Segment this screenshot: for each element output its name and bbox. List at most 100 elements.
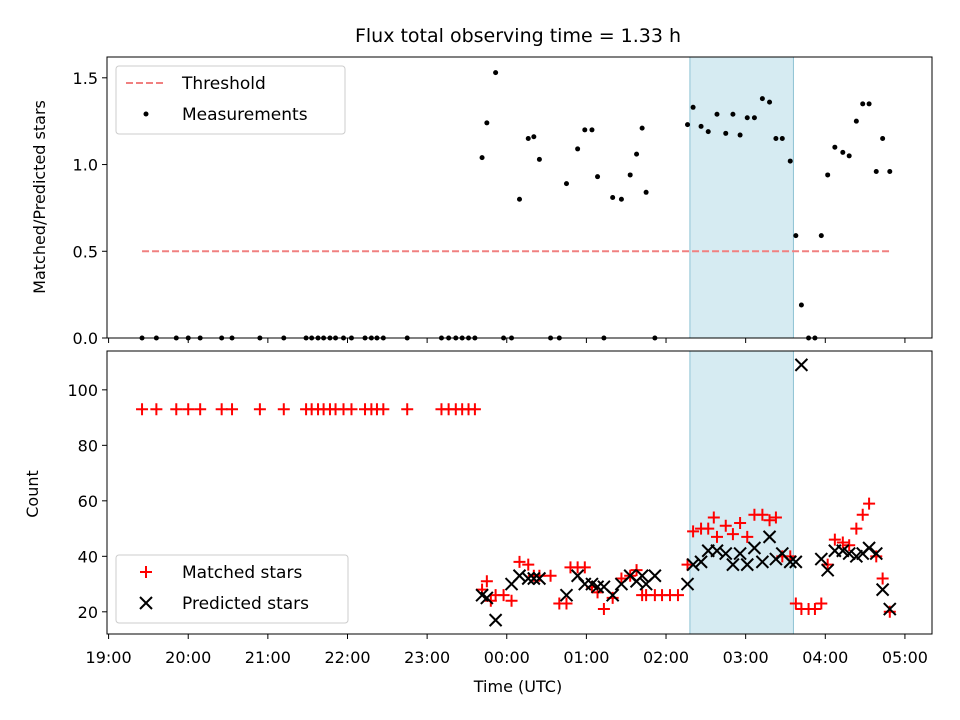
top-measurements-point <box>698 123 704 129</box>
bottom-predicted-stars-point <box>755 555 770 569</box>
bottom-matched-stars-point <box>597 603 610 616</box>
bottom-predicted-stars-point <box>480 591 494 605</box>
top-measurements-point <box>563 181 569 187</box>
top-legend: Threshold Measurements <box>115 65 346 135</box>
bottom-y-tick-label: 20 <box>78 603 98 622</box>
top-y-tick-label: 1.0 <box>73 156 98 175</box>
top-measurements-point <box>853 118 859 124</box>
bottom-y-axis-label: Count <box>23 470 42 518</box>
bottom-predicted-stars-point <box>726 557 740 572</box>
bottom-highlight-span <box>689 350 794 635</box>
bottom-matched-stars-point <box>505 594 518 607</box>
bottom-matched-stars-point <box>277 403 290 416</box>
top-measurements-point <box>627 172 633 178</box>
bottom-matched-stars-point <box>480 575 493 588</box>
bottom-predicted-stars-point <box>794 358 809 372</box>
top-measurements-point <box>866 101 872 107</box>
bottom-predicted-stars-point <box>648 569 662 583</box>
top-measurements-point <box>773 136 779 142</box>
top-measurements-point <box>536 156 542 162</box>
bottom-predicted-stars-point <box>635 569 649 583</box>
top-measurements-point <box>714 111 720 117</box>
bottom-predicted-stars-point <box>740 557 754 572</box>
bottom-predicted-stars-point <box>710 544 724 558</box>
top-legend-measurements-label: Measurements <box>182 105 308 125</box>
bottom-predicted-stars-point <box>694 555 708 569</box>
bottom-legend-predicted-label: Predicted stars <box>182 594 309 614</box>
top-measurements-point <box>798 302 804 308</box>
bottom-predicted-stars-point <box>820 563 835 577</box>
bottom-matched-stars-point <box>468 403 481 416</box>
bottom-predicted-stars-point <box>814 552 829 566</box>
bottom-matched-stars-point <box>763 514 776 527</box>
top-measurements-point <box>525 136 531 142</box>
bottom-matched-stars-point <box>707 511 720 524</box>
bottom-matched-stars-point <box>756 508 769 521</box>
top-measurements-point <box>618 196 624 202</box>
bottom-x-tick-label: 01:00 <box>563 648 609 667</box>
top-measurements-point <box>880 136 886 142</box>
bottom-matched-stars-point <box>769 511 782 524</box>
bottom-matched-stars-point <box>544 569 557 582</box>
bottom-matched-stars-point <box>836 536 849 549</box>
top-measurements-point <box>589 127 595 133</box>
top-measurements-point <box>690 104 696 110</box>
bottom-x-tick-label: 21:00 <box>245 648 291 667</box>
bottom-predicted-stars-point <box>527 571 541 586</box>
top-measurements-point <box>744 115 750 121</box>
bottom-legend-predicted-swatch <box>139 596 153 610</box>
top-measurements-point <box>832 144 838 150</box>
bottom-predicted-stars-point <box>789 555 803 569</box>
top-measurements-point <box>610 195 616 200</box>
bottom-x-tick-label: 03:00 <box>723 648 769 667</box>
top-legend-frame <box>115 65 346 135</box>
top-measurements-point <box>531 134 537 140</box>
top-measurements-point <box>484 120 490 126</box>
top-measurements-point <box>595 174 601 180</box>
bottom-matched-stars-point <box>741 530 754 543</box>
bottom-predicted-stars-point <box>747 541 762 555</box>
bottom-matched-stars-point <box>726 528 739 541</box>
bottom-matched-stars-point <box>377 403 390 416</box>
bottom-legend: Matched stars Predicted stars <box>115 554 349 624</box>
top-y-axis-label: Matched/Predicted stars <box>30 100 49 294</box>
bottom-x-tick-label: 05:00 <box>882 648 928 667</box>
bottom-y-tick-label: 80 <box>78 436 98 455</box>
bottom-matched-stars-point <box>215 403 228 416</box>
bottom-legend-matched-swatch <box>140 566 152 578</box>
bottom-predicted-stars-point <box>488 613 503 627</box>
bottom-matched-stars-point <box>226 403 239 416</box>
bottom-predicted-stars-point <box>605 588 620 602</box>
bottom-matched-stars-point <box>863 497 876 510</box>
bottom-matched-stars-point <box>681 558 694 571</box>
bottom-x-tick-label: 04:00 <box>802 648 848 667</box>
top-measurements-point <box>730 111 736 117</box>
bottom-matched-stars-point <box>170 403 183 416</box>
bottom-matched-stars-point <box>136 403 149 416</box>
top-measurements-point <box>779 136 785 142</box>
top-measurements-point <box>767 99 773 105</box>
bottom-matched-stars-point <box>345 403 358 416</box>
top-measurements-point <box>685 122 691 128</box>
bottom-matched-stars-point <box>808 603 821 616</box>
bottom-matched-stars-point <box>401 403 414 416</box>
top-measurements-point <box>582 127 588 133</box>
top-measurements-point <box>787 158 793 164</box>
bottom-matched-stars-point <box>497 589 510 602</box>
top-legend-threshold-label: Threshold <box>181 74 266 94</box>
bottom-x-tick-label: 19:00 <box>86 648 132 667</box>
top-legend-measurements-swatch <box>143 111 149 117</box>
bottom-matched-stars-point <box>560 597 573 610</box>
top-measurements-point <box>818 233 824 239</box>
bottom-x-tick-label: 20:00 <box>165 648 211 667</box>
bottom-matched-stars-point <box>615 572 628 585</box>
bottom-matched-stars-point <box>710 530 723 543</box>
top-chart-title: Flux total observing time = 1.33 h <box>355 25 681 47</box>
bottom-matched-stars-point <box>856 508 869 521</box>
bottom-predicted-stars-point <box>559 588 574 602</box>
bottom-matched-stars-point <box>513 555 526 568</box>
top-y-tick-label: 0.5 <box>73 242 98 261</box>
top-measurements-point <box>860 101 866 107</box>
bottom-predicted-stars-point <box>762 530 777 544</box>
bottom-matched-stars-point <box>702 522 715 535</box>
